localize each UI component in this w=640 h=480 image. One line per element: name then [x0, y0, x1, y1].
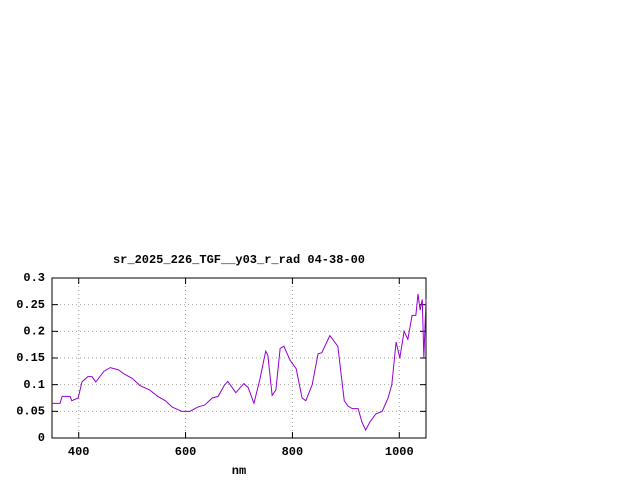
y-tick-label: 0.1	[23, 378, 45, 392]
y-tick-label: 0.3	[23, 271, 45, 285]
data-line	[52, 293, 427, 432]
x-tick-label: 800	[282, 445, 304, 459]
y-tick-label: 0.2	[23, 325, 45, 339]
y-tick-label: 0.05	[16, 405, 45, 419]
chart-title: sr_2025_226_TGF__y03_r_rad 04-38-00	[113, 253, 365, 267]
y-tick-label: 0.15	[16, 351, 45, 365]
x-axis-label: nm	[232, 464, 246, 478]
x-tick-label: 400	[68, 445, 90, 459]
x-tick-label: 600	[175, 445, 197, 459]
y-tick-label: 0	[38, 431, 45, 445]
plot-border	[51, 277, 427, 439]
x-tick-label: 1000	[385, 445, 414, 459]
y-tick-label: 0.25	[16, 298, 45, 312]
